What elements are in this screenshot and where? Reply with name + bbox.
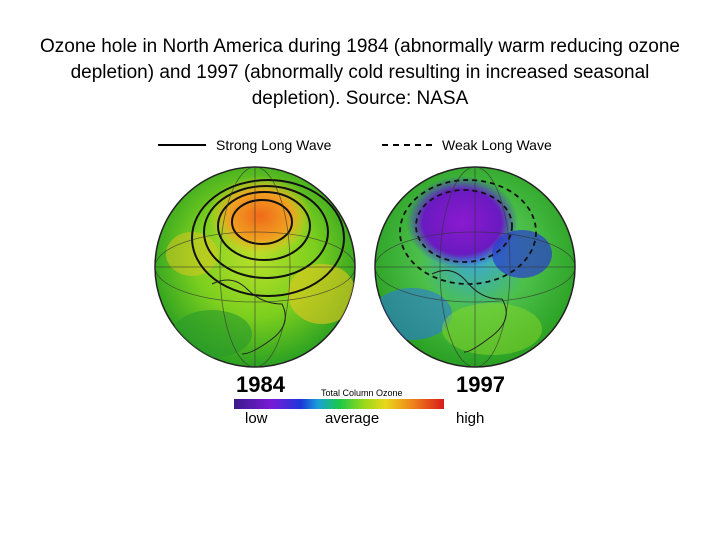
legend-weak: Weak Long Wave [382, 134, 552, 156]
solid-line-swatch [158, 144, 206, 146]
globe-1997 [374, 166, 576, 368]
dashed-line-swatch [382, 144, 432, 146]
legend-strong-label: Strong Long Wave [216, 137, 332, 153]
legend-strong: Strong Long Wave [158, 134, 331, 156]
slide-caption: Ozone hole in North America during 1984 … [39, 36, 680, 109]
scale-average-label: average [325, 410, 380, 427]
globe-1984 [154, 166, 356, 368]
scale-high-label: high [456, 410, 485, 427]
ozone-figure: Strong Long Wave Weak Long Wave [150, 128, 580, 428]
year-1984: 1984 [236, 372, 285, 397]
year-1997: 1997 [456, 372, 505, 397]
scale-title: Total Column Ozone [321, 388, 403, 398]
ozone-color-scale [234, 399, 444, 409]
scale-low-label: low [245, 410, 268, 427]
legend-weak-label: Weak Long Wave [442, 137, 552, 153]
